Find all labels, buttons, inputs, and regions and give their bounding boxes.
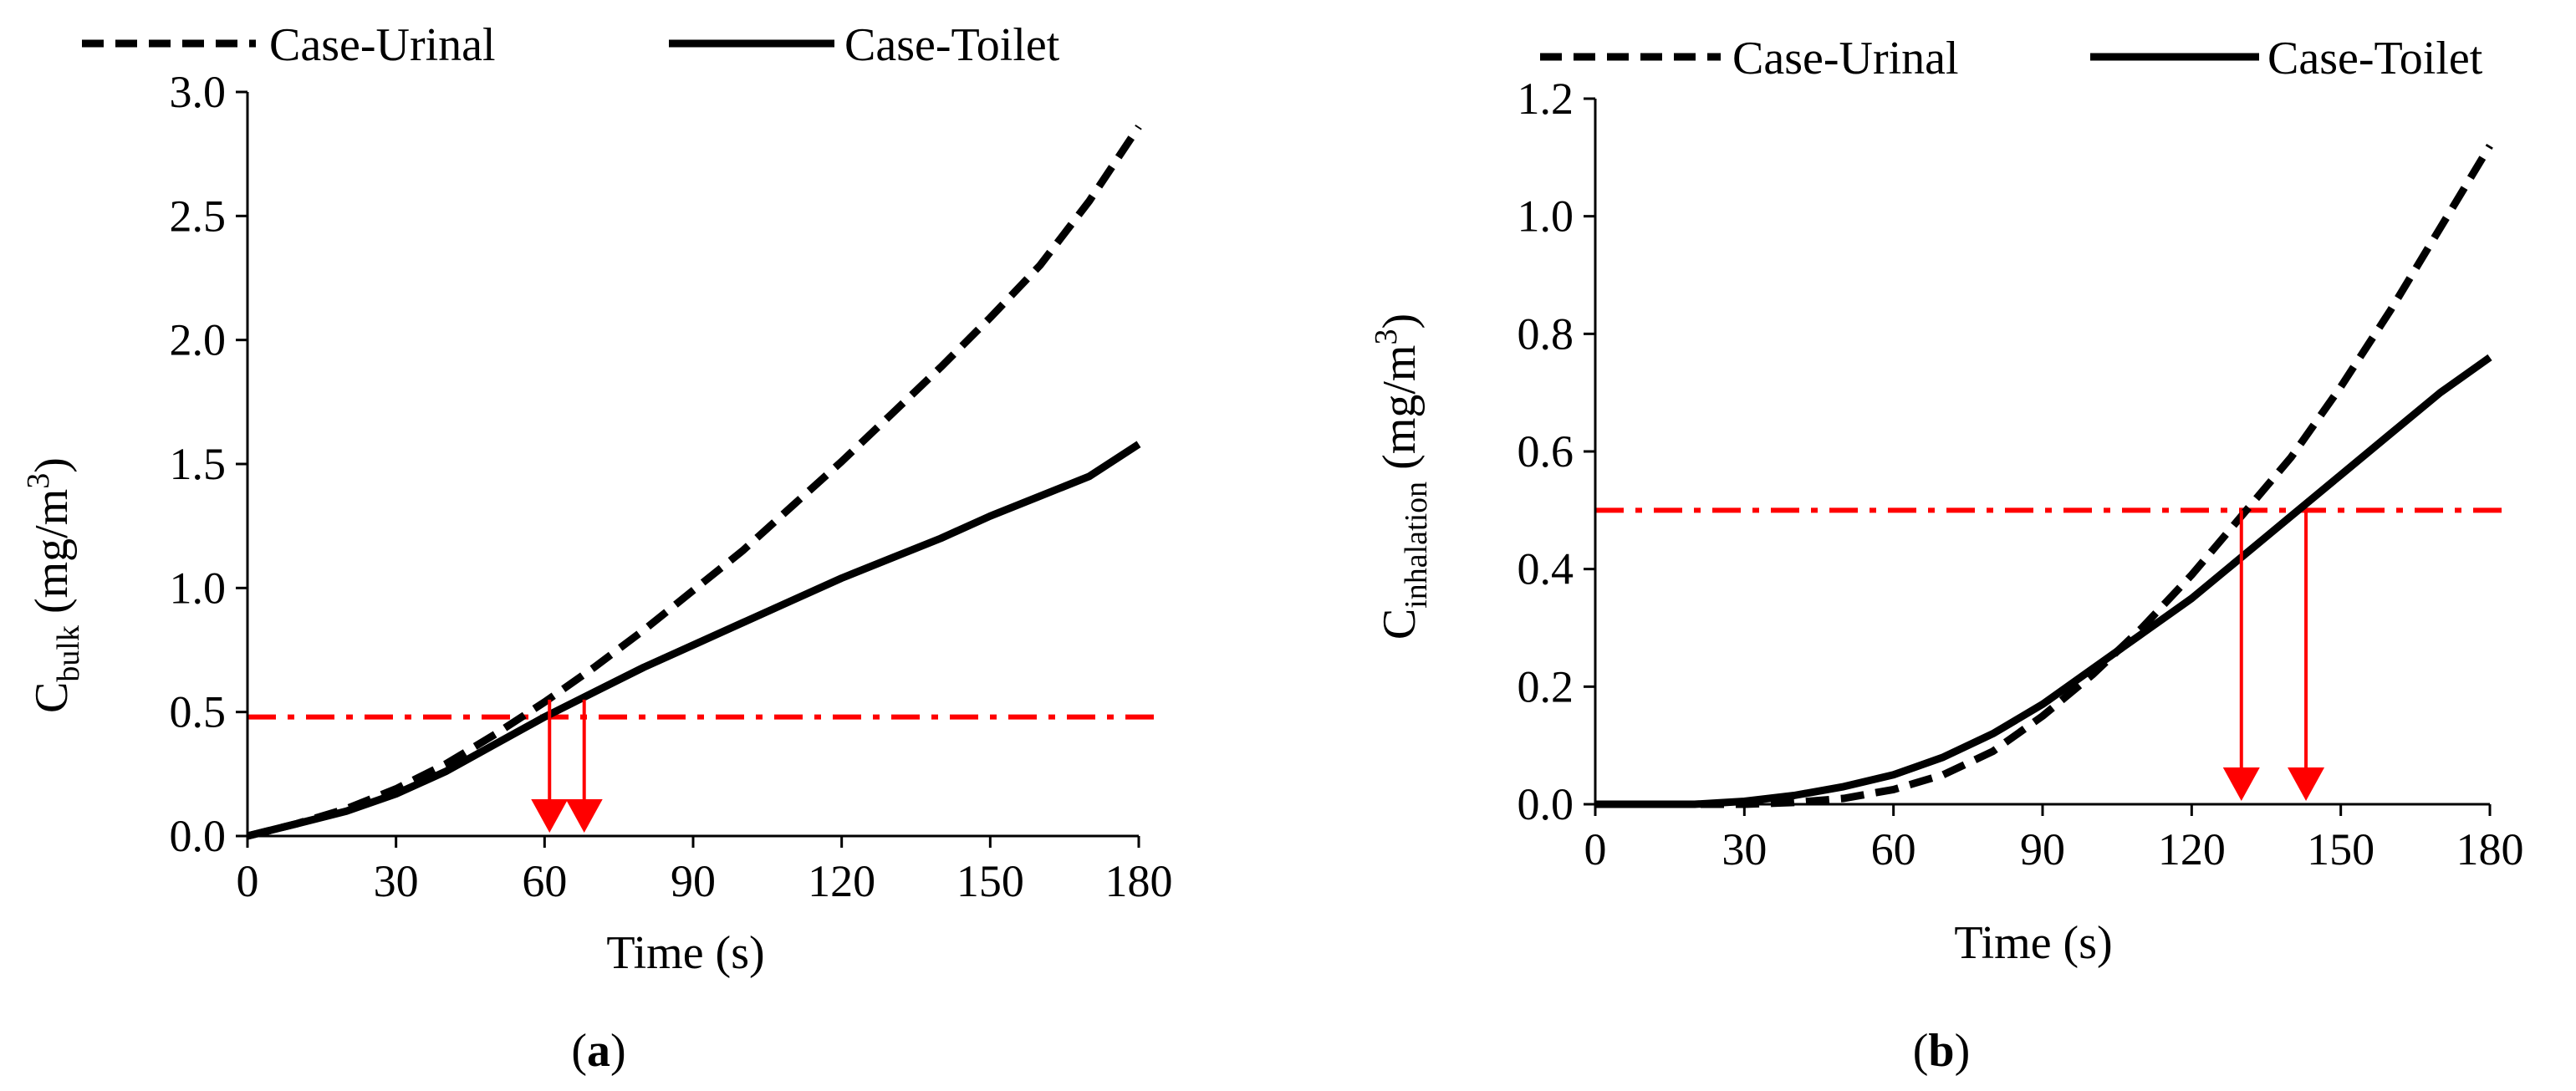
y-tick-label: 2.5 [170, 191, 227, 241]
x-tick-label: 0 [237, 856, 259, 906]
y-tick-label: 1.2 [1518, 74, 1574, 124]
x-tick-label: 150 [956, 856, 1024, 906]
y-tick-label: 1.5 [170, 439, 227, 489]
y-axis-title-main: C [26, 682, 78, 713]
y-tick-label: 0.2 [1518, 661, 1574, 711]
arrow-head [2288, 767, 2325, 801]
svg-text:Cbulk (mg/m3): Cbulk (mg/m3) [21, 457, 86, 713]
y-axis-title-unit-close: ) [1374, 314, 1426, 329]
x-tick-label: 120 [2158, 824, 2226, 874]
arrow-head [531, 799, 569, 833]
series-line-case-urinal [246, 125, 1142, 840]
y-axis-title-unit: (mg/m [1374, 345, 1426, 482]
x-tick-label: 90 [2020, 824, 2065, 874]
legend-label-case-urinal: Case-Urinal [269, 19, 496, 71]
y-tick-label: 0.5 [170, 687, 227, 737]
arrow-head [2222, 767, 2260, 801]
series-line-case-toilet [1595, 354, 2492, 808]
y-axis-title-unit-close: ) [26, 457, 78, 473]
y-axis-title: Cbulk (mg/m3) [21, 457, 86, 713]
y-tick-label: 1.0 [1518, 191, 1574, 242]
y-tick-label: 0.4 [1518, 544, 1574, 594]
chart-panel-a: Case-Urinal Case-Toilet Cbulk (mg/m3) 0.… [21, 19, 1173, 1077]
x-tick-label: 30 [374, 856, 419, 906]
y-tick-label: 0.0 [1518, 779, 1574, 829]
y-axis-title-sub: inhalation [1399, 482, 1434, 609]
x-tick-label: 90 [671, 856, 716, 906]
series-line-case-urinal [1595, 143, 2493, 808]
y-tick-label: 0.6 [1518, 426, 1574, 477]
legend: Case-Urinal Case-Toilet [1540, 33, 2483, 84]
legend: Case-Urinal Case-Toilet [82, 19, 1060, 71]
x-tick-label: 60 [522, 856, 567, 906]
legend-label-case-toilet: Case-Toilet [2267, 33, 2483, 84]
x-tick-label: 180 [1105, 856, 1173, 906]
y-axis-title-sub: bulk [51, 625, 86, 682]
panel-label-b: (b) [1913, 1025, 1970, 1077]
x-tick-label: 150 [2307, 824, 2375, 874]
y-tick-label: 1.0 [170, 563, 227, 613]
series-line-case-toilet [246, 441, 1141, 840]
svg-text:Cinhalation (mg/m3): Cinhalation (mg/m3) [1369, 314, 1434, 640]
x-tick-label: 60 [1871, 824, 1916, 874]
chart-panel-b: Case-Urinal Case-Toilet Cinhalation (mg/… [1369, 33, 2524, 1077]
legend-label-case-toilet: Case-Toilet [844, 19, 1060, 71]
y-axis-title-sup: 3 [1369, 329, 1404, 345]
x-axis-title: Time (s) [606, 927, 764, 979]
x-tick-label: 120 [808, 856, 875, 906]
y-tick-label: 2.0 [170, 315, 227, 365]
y-tick-label: 0.8 [1518, 308, 1574, 359]
x-tick-label: 180 [2456, 824, 2524, 874]
legend-label-case-urinal: Case-Urinal [1732, 33, 1959, 84]
panel-label-a: (a) [571, 1025, 625, 1077]
plot-area: 0.0 0.2 0.4 0.6 0.8 1.0 1.2 0 30 60 90 120 150 180 [1518, 74, 2524, 874]
x-tick-label: 0 [1584, 824, 1607, 874]
y-tick-label: 3.0 [170, 67, 227, 117]
arrow-head [565, 799, 603, 833]
y-axis-title: Cinhalation (mg/m3) [1369, 314, 1434, 640]
x-axis-title: Time (s) [1954, 917, 2112, 969]
y-tick-label: 0.0 [170, 811, 227, 861]
y-axis-title-sup: 3 [21, 473, 56, 489]
y-axis-title-unit: (mg/m [26, 489, 78, 625]
plot-area: 0.0 0.5 1.0 1.5 2.0 2.5 3.0 0 30 60 90 120 150 180 [170, 67, 1173, 906]
y-axis-title-main: C [1374, 609, 1426, 640]
x-tick-label: 30 [1722, 824, 1767, 874]
